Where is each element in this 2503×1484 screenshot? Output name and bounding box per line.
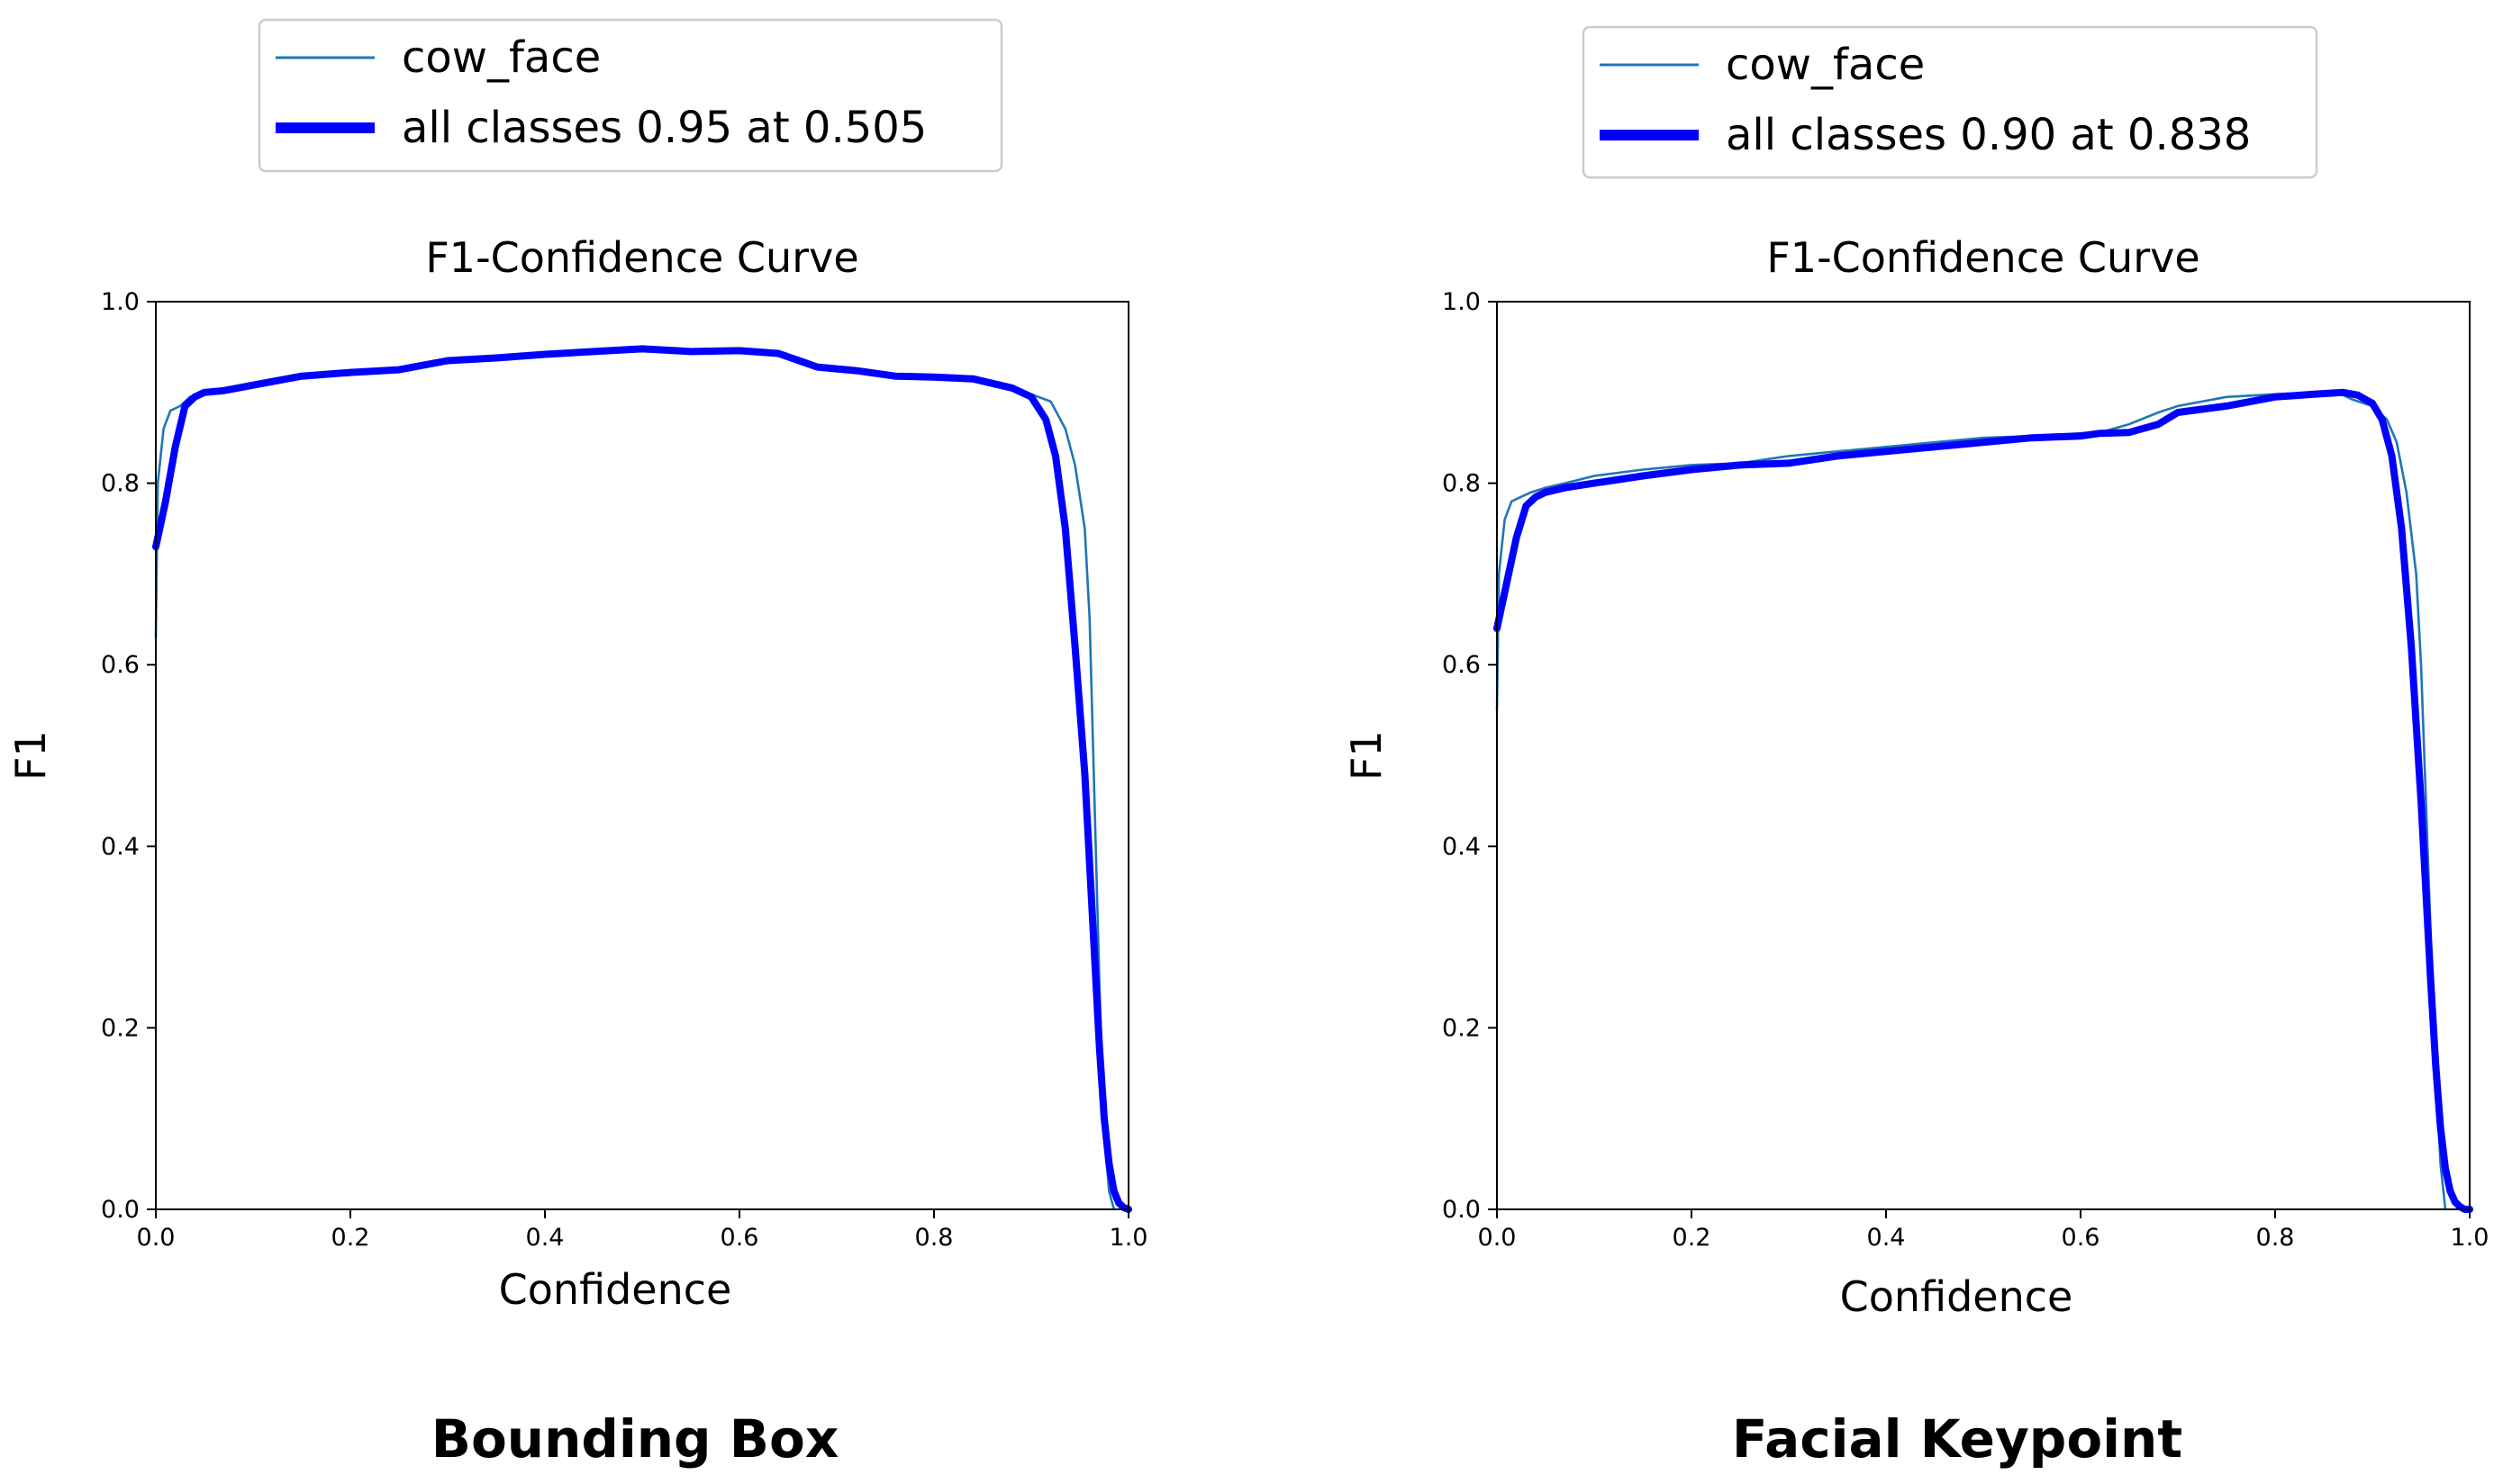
plot-frame <box>1496 301 2471 1210</box>
y-tick-label: 0.8 <box>101 470 140 498</box>
y-tick-label: 0.6 <box>101 651 140 679</box>
chart-title: F1-Confidence Curve <box>425 233 858 282</box>
panel-caption: Bounding Box <box>431 1408 839 1470</box>
y-tick-label: 0.2 <box>101 1014 140 1042</box>
y-tick-label: 0.8 <box>1442 470 1481 498</box>
x-axis-label: Confidence <box>499 1265 732 1314</box>
y-tick-label: 1.0 <box>1442 288 1481 316</box>
x-axis-label: Confidence <box>1840 1272 2073 1321</box>
chart-panel-bounding-box: 0.0 0.2 0.4 0.6 0.8 1.0 0.0 0.2 0.4 0.6 0.8 1.0 F1-C… <box>6 18 1148 1470</box>
series-line-all-classes <box>152 345 1132 1213</box>
x-tick-label: 0.0 <box>1478 1224 1517 1252</box>
x-tick-label: 0.6 <box>2062 1224 2100 1252</box>
legend-box <box>1582 25 2318 179</box>
x-tick-label: 0.0 <box>137 1224 176 1252</box>
panel-caption: Facial Keypoint <box>1732 1408 2182 1470</box>
y-tick-label: 0.6 <box>1442 651 1481 679</box>
x-tick-label: 0.8 <box>915 1224 954 1252</box>
y-tick-label: 0.0 <box>1442 1196 1481 1224</box>
y-tick-label: 0.0 <box>101 1196 140 1224</box>
plot-frame <box>155 301 1129 1210</box>
series-group <box>1493 388 2473 1213</box>
legend-label: cow_face <box>1726 40 1925 90</box>
x-tick-label: 1.0 <box>2451 1224 2489 1252</box>
legend-label: all classes 0.90 at 0.838 <box>1726 110 2251 160</box>
x-tick-label: 0.4 <box>1867 1224 1906 1252</box>
legend-box <box>258 18 1003 173</box>
x-tick-label: 1.0 <box>1110 1224 1148 1252</box>
x-tick-label: 0.4 <box>526 1224 565 1252</box>
chart-panel-facial-keypoint: 0.0 0.2 0.4 0.6 0.8 1.0 0.0 0.2 0.4 0.6 0.8 1.0 F1-C… <box>1342 25 2489 1470</box>
chart-title: F1-Confidence Curve <box>1766 233 2199 282</box>
x-tick-label: 0.2 <box>331 1224 370 1252</box>
series-group <box>152 345 1132 1213</box>
x-tick-label: 0.6 <box>721 1224 759 1252</box>
y-tick-label: 0.4 <box>1442 833 1481 861</box>
legend-label: all classes 0.95 at 0.505 <box>402 103 927 153</box>
series-line-all-classes <box>1493 388 2473 1213</box>
y-axis-label: F1 <box>1342 730 1391 781</box>
y-tick-label: 0.4 <box>101 833 140 861</box>
y-axis-label: F1 <box>6 730 55 781</box>
x-tick-label: 0.2 <box>1673 1224 1711 1252</box>
x-tick-label: 0.8 <box>2256 1224 2295 1252</box>
y-tick-label: 1.0 <box>101 288 140 316</box>
y-tick-label: 0.2 <box>1442 1014 1481 1042</box>
legend-label: cow_face <box>402 32 601 83</box>
